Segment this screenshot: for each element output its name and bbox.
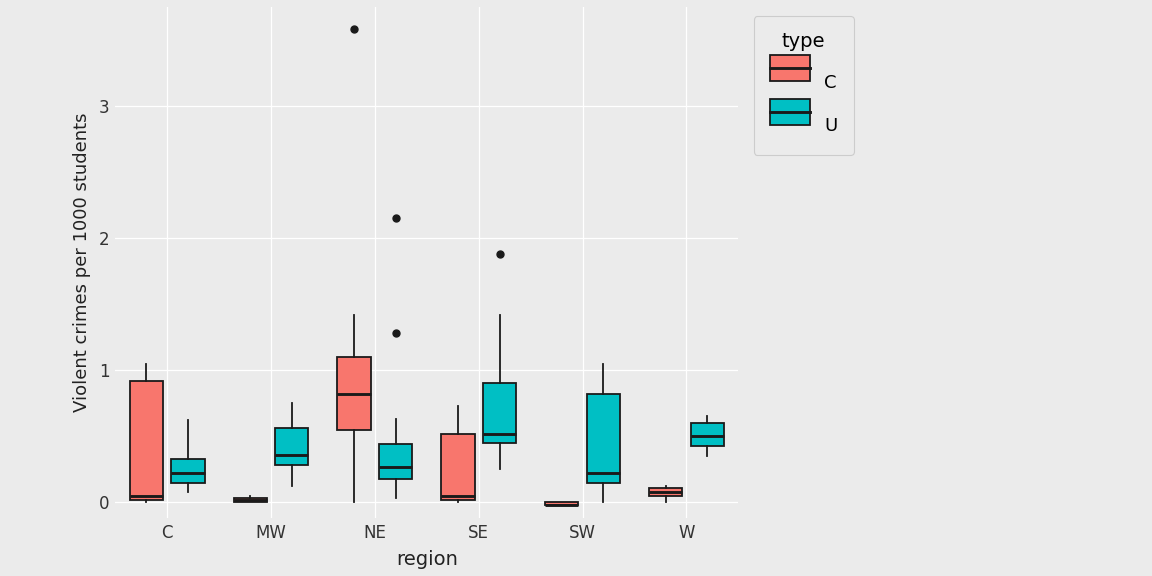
Bar xyxy=(234,498,267,502)
X-axis label: region: region xyxy=(396,550,457,569)
Y-axis label: Violent crimes per 1000 students: Violent crimes per 1000 students xyxy=(73,113,91,412)
Bar xyxy=(275,429,309,465)
Bar xyxy=(172,458,205,483)
Bar xyxy=(545,502,578,505)
Bar xyxy=(441,434,475,499)
Bar xyxy=(690,423,723,445)
Bar xyxy=(586,394,620,483)
Legend: C, U: C, U xyxy=(753,16,854,155)
Bar xyxy=(130,381,162,499)
Bar xyxy=(483,384,516,443)
Bar xyxy=(379,444,412,479)
Bar xyxy=(649,488,682,496)
Bar xyxy=(338,357,371,430)
